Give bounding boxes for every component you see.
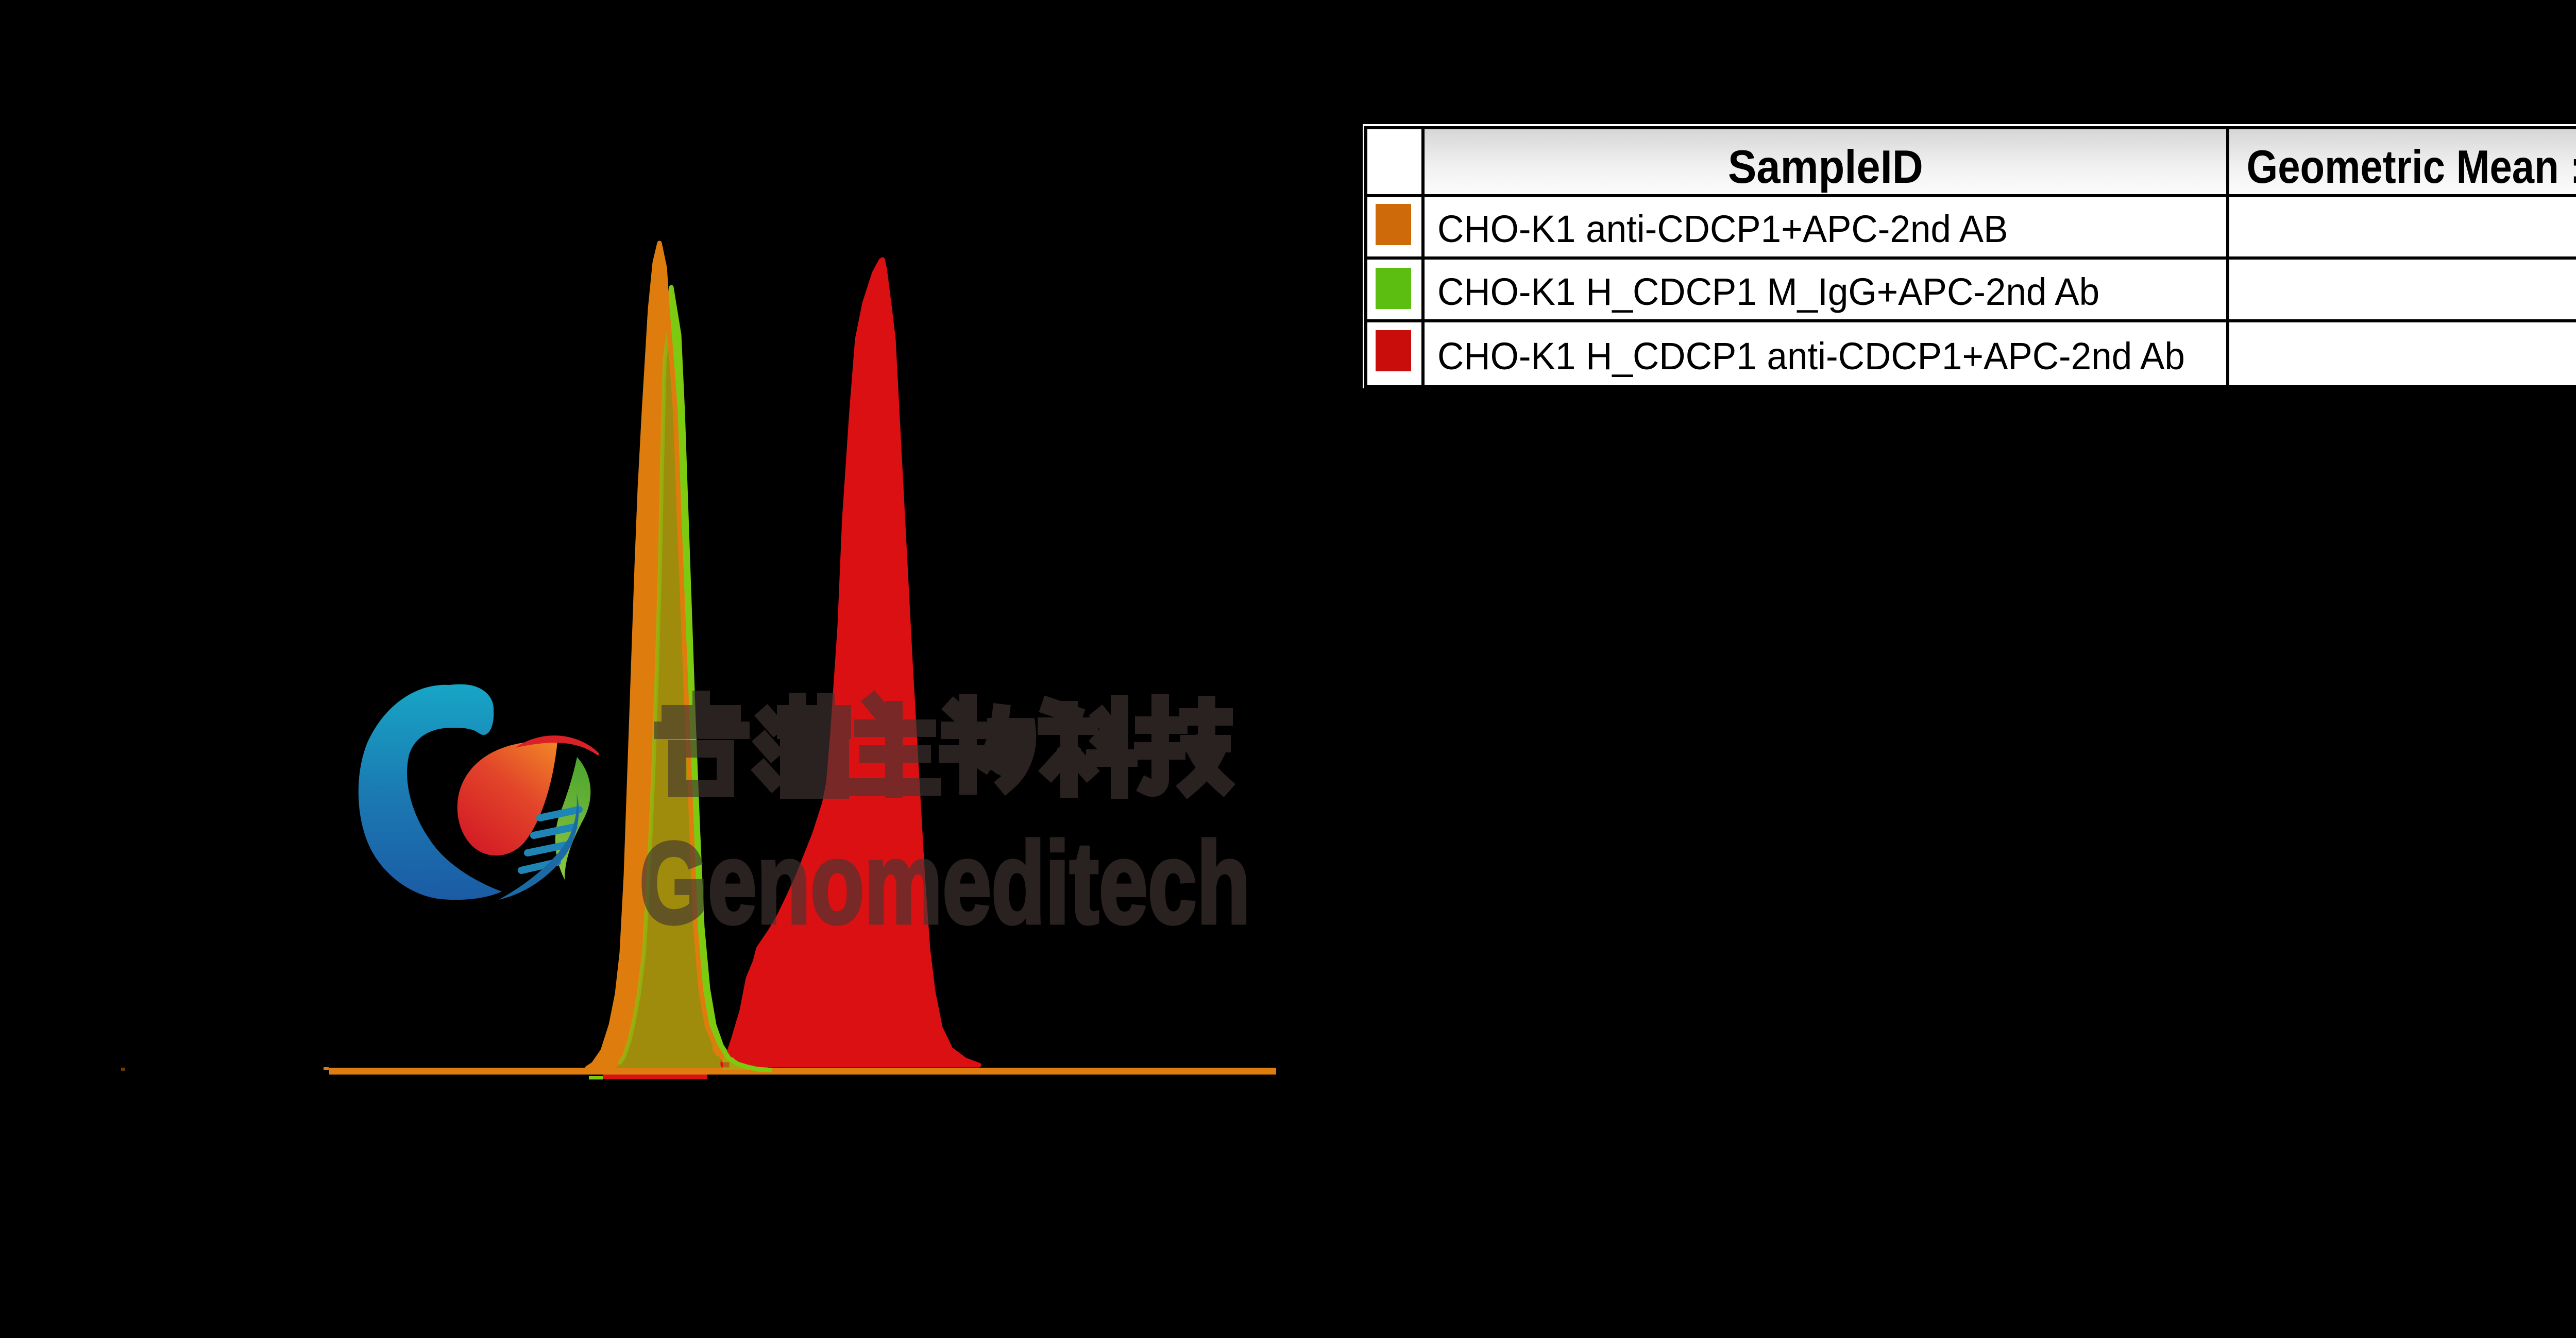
svg-text:Genomeditech: Genomeditech: [639, 818, 1250, 948]
